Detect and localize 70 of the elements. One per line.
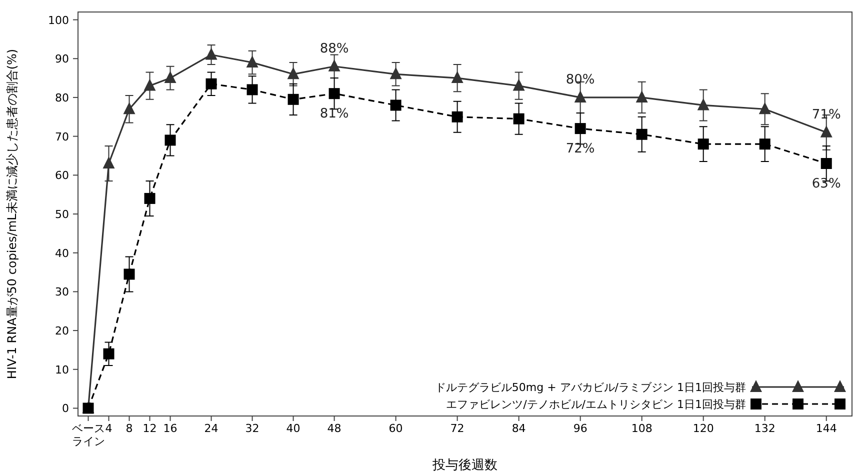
y-tick-label: 30 — [55, 286, 69, 299]
y-tick-label: 20 — [55, 324, 69, 338]
x-tick-label: 72 — [449, 422, 466, 435]
y-tick-label: 10 — [55, 363, 69, 376]
y-tick-label: 70 — [55, 130, 69, 144]
x-tick-label: 40 — [285, 422, 302, 435]
y-tick-label: 0 — [62, 402, 69, 416]
point — [328, 88, 340, 100]
point — [205, 48, 218, 60]
y-axis-title: HIV-1 RNA量が50 copies/mL未満に減少した患者の割合(%) — [5, 48, 19, 380]
x-tick-label: 144 — [814, 422, 838, 435]
point — [144, 78, 156, 91]
data-label: 63% — [812, 176, 841, 192]
point — [390, 67, 402, 80]
point — [451, 71, 464, 84]
point — [328, 59, 340, 72]
point — [206, 78, 217, 90]
point — [390, 100, 402, 111]
x-tick-label: 84 — [510, 422, 527, 435]
x-tick-label: 120 — [692, 422, 715, 435]
data-label: 80% — [566, 72, 595, 88]
point — [452, 111, 463, 122]
x-tick-label: 60 — [388, 422, 404, 435]
point — [164, 134, 176, 146]
point — [123, 102, 136, 114]
y-tick-label: 100 — [48, 14, 69, 27]
point — [287, 67, 300, 80]
point — [164, 71, 176, 84]
point — [636, 90, 648, 102]
point — [246, 56, 258, 68]
x-tick-label: 8 — [126, 422, 133, 435]
data-label: 71% — [812, 107, 841, 122]
x-tick-label: 32 — [244, 422, 260, 435]
point — [512, 78, 525, 91]
y-tick-label: 80 — [55, 91, 69, 104]
y-tick-label: 50 — [55, 208, 69, 221]
point — [574, 123, 586, 134]
x-tick-label: ベースライン — [70, 422, 106, 448]
point — [698, 138, 709, 150]
x-tick-label: 48 — [326, 422, 342, 435]
data-label: 72% — [566, 142, 595, 157]
x-tick-label: 4 — [105, 422, 112, 435]
point — [102, 156, 115, 168]
point — [513, 113, 524, 124]
y-tick-label: 40 — [55, 246, 69, 260]
x-tick-label: 12 — [142, 422, 157, 435]
x-tick-label: 96 — [572, 422, 588, 435]
x-tick-label: 108 — [630, 422, 654, 435]
point — [288, 94, 299, 105]
point — [246, 84, 258, 96]
point — [144, 192, 156, 204]
y-tick-label: 60 — [55, 169, 69, 182]
data-label: 88% — [320, 41, 349, 56]
point — [103, 348, 114, 360]
x-tick-label: 132 — [753, 422, 776, 435]
point — [759, 138, 770, 150]
point — [574, 90, 586, 102]
point — [758, 102, 771, 114]
legend-label: ドルテグラビル50mg + アバカビル/ラミブジン 1日1回投与群 — [434, 381, 746, 394]
point — [820, 158, 832, 169]
point — [124, 268, 135, 280]
x-axis-title: 投与後週数 — [432, 458, 498, 473]
point — [636, 128, 648, 140]
point — [697, 98, 710, 110]
x-tick-label: 24 — [203, 422, 220, 435]
point — [820, 125, 832, 138]
y-tick-label: 90 — [55, 52, 69, 66]
legend-label: エファビレンツ/テノホビル/エムトリシタビン 1日1回投与群 — [446, 398, 746, 411]
data-label: 81% — [320, 106, 349, 122]
x-tick-label: 16 — [163, 422, 178, 435]
